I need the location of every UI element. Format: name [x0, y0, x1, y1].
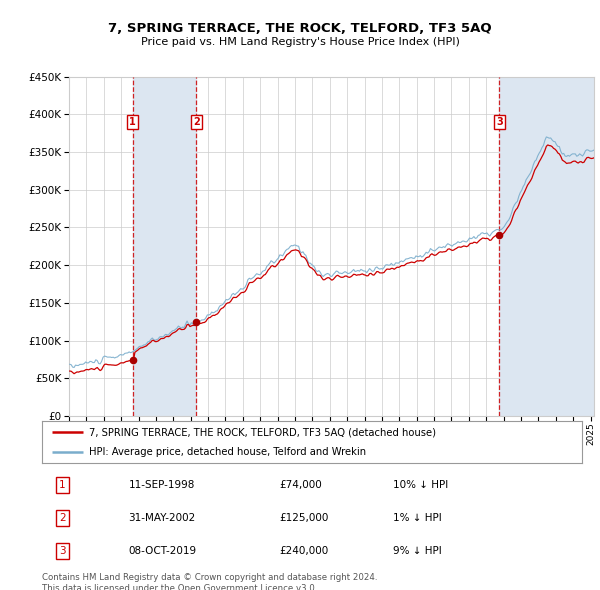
Text: 1: 1	[59, 480, 66, 490]
Text: 3: 3	[59, 546, 66, 556]
Text: £74,000: £74,000	[280, 480, 322, 490]
Text: Contains HM Land Registry data © Crown copyright and database right 2024.
This d: Contains HM Land Registry data © Crown c…	[42, 573, 377, 590]
Text: 7, SPRING TERRACE, THE ROCK, TELFORD, TF3 5AQ (detached house): 7, SPRING TERRACE, THE ROCK, TELFORD, TF…	[89, 427, 436, 437]
Bar	[133, 77, 196, 416]
Text: 3: 3	[496, 117, 503, 127]
Text: 2: 2	[193, 117, 200, 127]
Text: 10% ↓ HPI: 10% ↓ HPI	[393, 480, 448, 490]
Text: 08-OCT-2019: 08-OCT-2019	[128, 546, 197, 556]
Text: £125,000: £125,000	[280, 513, 329, 523]
Text: Price paid vs. HM Land Registry's House Price Index (HPI): Price paid vs. HM Land Registry's House …	[140, 37, 460, 47]
Text: HPI: Average price, detached house, Telford and Wrekin: HPI: Average price, detached house, Telf…	[89, 447, 366, 457]
Text: 1% ↓ HPI: 1% ↓ HPI	[393, 513, 442, 523]
Text: 7, SPRING TERRACE, THE ROCK, TELFORD, TF3 5AQ: 7, SPRING TERRACE, THE ROCK, TELFORD, TF…	[108, 22, 492, 35]
Bar	[499, 77, 594, 416]
Text: 31-MAY-2002: 31-MAY-2002	[128, 513, 196, 523]
Text: 2: 2	[59, 513, 66, 523]
Text: 9% ↓ HPI: 9% ↓ HPI	[393, 546, 442, 556]
Text: £240,000: £240,000	[280, 546, 329, 556]
Text: 1: 1	[130, 117, 136, 127]
Text: 11-SEP-1998: 11-SEP-1998	[128, 480, 195, 490]
